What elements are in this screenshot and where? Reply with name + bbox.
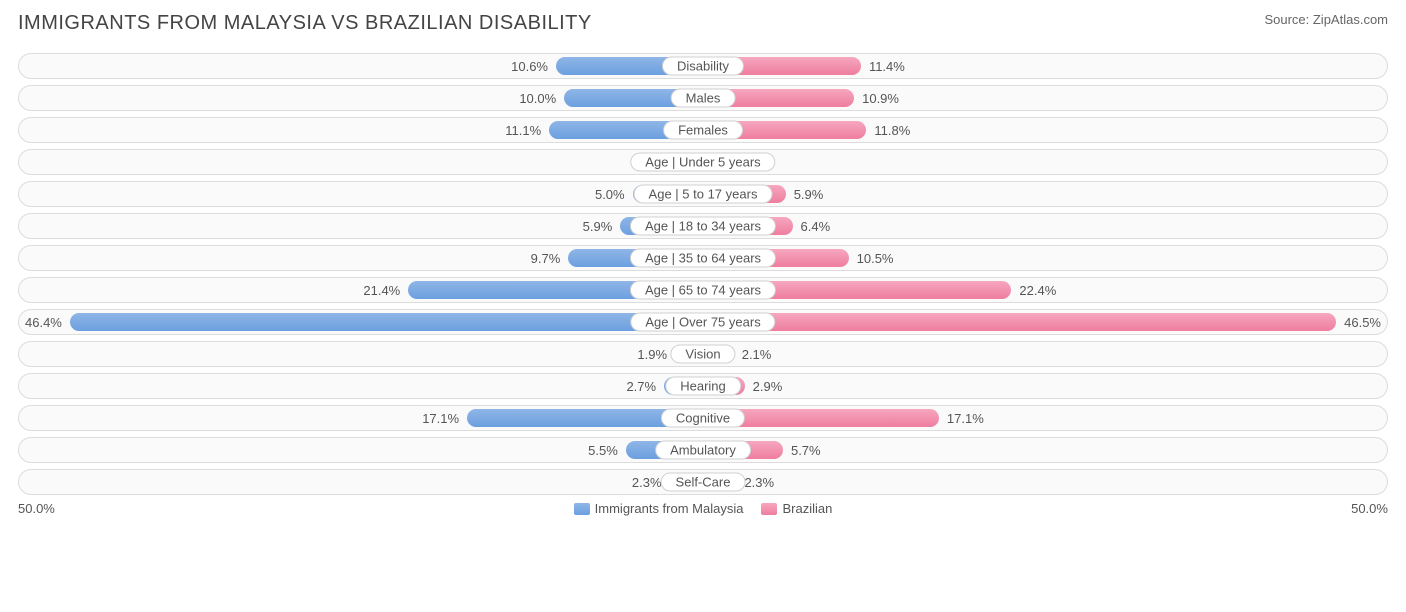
value-left: 5.0%: [589, 187, 631, 202]
source-label: Source: ZipAtlas.com: [1264, 12, 1388, 27]
category-label: Ambulatory: [655, 441, 751, 460]
legend-label-left: Immigrants from Malaysia: [595, 501, 744, 516]
chart-row: 17.1% 17.1% Cognitive: [18, 405, 1388, 431]
category-label: Age | 35 to 64 years: [630, 249, 776, 268]
bar-right: [705, 313, 1336, 331]
category-label: Age | 5 to 17 years: [634, 185, 773, 204]
category-label: Cognitive: [661, 409, 745, 428]
chart-row: 9.7% 10.5% Age | 35 to 64 years: [18, 245, 1388, 271]
category-label: Disability: [662, 57, 744, 76]
category-label: Age | Over 75 years: [630, 313, 775, 332]
legend-label-right: Brazilian: [782, 501, 832, 516]
axis-max-right: 50.0%: [1351, 501, 1388, 516]
value-left: 5.5%: [582, 443, 624, 458]
value-left: 46.4%: [19, 315, 68, 330]
chart-row: 1.9% 2.1%Vision: [18, 341, 1388, 367]
value-right: 10.5%: [851, 251, 900, 266]
chart-row: 11.1% 11.8% Females: [18, 117, 1388, 143]
chart-row: 10.0% 10.9% Males: [18, 85, 1388, 111]
chart-row: 10.6% 11.4% Disability: [18, 53, 1388, 79]
value-left: 2.7%: [620, 379, 662, 394]
legend-item-right: Brazilian: [761, 501, 832, 516]
category-label: Age | Under 5 years: [630, 153, 775, 172]
legend-item-left: Immigrants from Malaysia: [574, 501, 744, 516]
value-right: 5.7%: [785, 443, 827, 458]
category-label: Hearing: [665, 377, 741, 396]
value-right: 46.5%: [1338, 315, 1387, 330]
chart-row: 2.7% 2.9% Hearing: [18, 373, 1388, 399]
value-left: 5.9%: [577, 219, 619, 234]
axis-max-left: 50.0%: [18, 501, 55, 516]
chart-footer: 50.0% Immigrants from Malaysia Brazilian…: [18, 501, 1388, 516]
legend-swatch-left: [574, 503, 590, 515]
category-label: Age | 65 to 74 years: [630, 281, 776, 300]
value-right: 2.1%: [736, 347, 778, 362]
diverging-bar-chart: 10.6% 11.4% Disability 10.0% 10.9% Males 11.1%…: [18, 53, 1388, 495]
header: IMMIGRANTS FROM MALAYSIA VS BRAZILIAN DI…: [18, 12, 1388, 35]
chart-row: 5.5% 5.7% Ambulatory: [18, 437, 1388, 463]
chart-row: 5.9% 6.4% Age | 18 to 34 years: [18, 213, 1388, 239]
legend: Immigrants from Malaysia Brazilian: [574, 501, 833, 516]
value-right: 17.1%: [941, 411, 990, 426]
value-left: 11.1%: [499, 123, 547, 138]
category-label: Age | 18 to 34 years: [630, 217, 776, 236]
value-left: 21.4%: [357, 283, 406, 298]
value-right: 6.4%: [795, 219, 837, 234]
value-left: 10.0%: [513, 91, 562, 106]
chart-row: 2.3%2.3%Self-Care: [18, 469, 1388, 495]
chart-row: 5.0% 5.9% Age | 5 to 17 years: [18, 181, 1388, 207]
value-right: 11.8%: [868, 123, 916, 138]
value-left: 17.1%: [416, 411, 465, 426]
category-label: Self-Care: [661, 473, 746, 492]
category-label: Females: [663, 121, 743, 140]
bar-left: [70, 313, 701, 331]
chart-title: IMMIGRANTS FROM MALAYSIA VS BRAZILIAN DI…: [18, 12, 592, 35]
category-label: Males: [671, 89, 736, 108]
value-left: 10.6%: [505, 59, 554, 74]
chart-row: 46.4% 46.5% Age | Over 75 years: [18, 309, 1388, 335]
value-left: 1.9%: [631, 347, 673, 362]
category-label: Vision: [670, 345, 735, 364]
legend-swatch-right: [761, 503, 777, 515]
value-right: 22.4%: [1013, 283, 1062, 298]
chart-row: 21.4% 22.4% Age | 65 to 74 years: [18, 277, 1388, 303]
value-right: 11.4%: [863, 59, 911, 74]
value-right: 5.9%: [788, 187, 830, 202]
value-left: 9.7%: [525, 251, 567, 266]
chart-row: 1.1%1.5%Age | Under 5 years: [18, 149, 1388, 175]
value-right: 10.9%: [856, 91, 905, 106]
value-right: 2.9%: [747, 379, 789, 394]
